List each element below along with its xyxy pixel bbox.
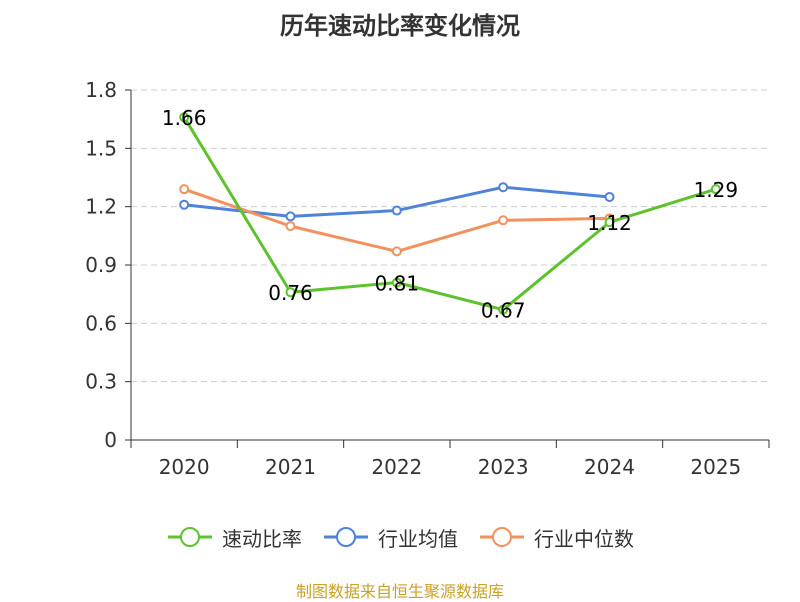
series-point xyxy=(498,182,509,193)
legend-item[interactable]: 速动比率 xyxy=(166,523,302,552)
legend-swatch-icon xyxy=(324,527,368,547)
y-tick-label: 0.6 xyxy=(85,311,117,335)
legend-swatch-marker xyxy=(180,527,200,547)
source-note: 制图数据来自恒生聚源数据库 xyxy=(295,582,504,601)
legend-swatch-marker xyxy=(492,527,512,547)
x-tick-label: 2023 xyxy=(478,455,529,479)
y-tick-label: 0 xyxy=(104,428,117,452)
legend-label: 速动比率 xyxy=(222,526,302,551)
series-point xyxy=(391,205,402,216)
series-point xyxy=(710,184,721,195)
legend-swatch-icon xyxy=(168,527,212,547)
data-label: 1.29 xyxy=(694,178,739,202)
legend-label: 行业中位数 xyxy=(534,526,634,551)
series-line xyxy=(182,116,717,312)
series-point xyxy=(391,277,402,288)
series-layer xyxy=(179,112,721,315)
y-tick-label: 0.9 xyxy=(85,253,117,277)
x-tick-label: 2025 xyxy=(690,455,741,479)
tick-labels: 0 0.3 0.6 0.9 1.2 1.5 1.8 2020 2021 2022 2023 2024 2… xyxy=(85,78,741,479)
legend: 速动比率 行业均值 行业中位数 xyxy=(0,519,800,555)
data-label: 1.12 xyxy=(587,211,632,235)
series-point xyxy=(604,191,615,202)
series-point xyxy=(179,199,190,210)
y-tick-label: 1.5 xyxy=(85,136,117,160)
series-point xyxy=(604,217,615,228)
chart-title: 历年速动比率变化情况 xyxy=(280,12,520,40)
data-labels: 1.66 0.76 0.81 0.67 1.12 1.29 xyxy=(162,106,738,323)
y-tick-label: 0.3 xyxy=(85,370,117,394)
axes xyxy=(125,89,770,448)
series-point xyxy=(179,184,190,195)
series-point xyxy=(498,304,509,315)
series-point xyxy=(285,287,296,298)
x-tick-label: 2024 xyxy=(584,455,635,479)
y-tick-label: 1.2 xyxy=(85,195,117,219)
series-point xyxy=(179,112,190,123)
legend-swatch-marker xyxy=(336,527,356,547)
legend-item[interactable]: 行业中位数 xyxy=(478,523,634,552)
series-point xyxy=(285,211,296,222)
x-tick-label: 2022 xyxy=(371,455,422,479)
series-point xyxy=(285,221,296,232)
series-point xyxy=(391,246,402,257)
legend-label: 行业均值 xyxy=(378,526,458,551)
y-tick-label: 1.8 xyxy=(85,78,117,102)
x-tick-label: 2020 xyxy=(159,455,210,479)
x-tick-label: 2021 xyxy=(265,455,316,479)
data-label: 0.76 xyxy=(268,281,313,305)
data-label: 0.81 xyxy=(375,272,420,296)
legend-item[interactable]: 行业均值 xyxy=(322,523,458,552)
series-point xyxy=(498,215,509,226)
data-label: 0.67 xyxy=(481,299,526,323)
data-label: 1.66 xyxy=(162,106,207,130)
legend-swatch-icon xyxy=(480,527,524,547)
